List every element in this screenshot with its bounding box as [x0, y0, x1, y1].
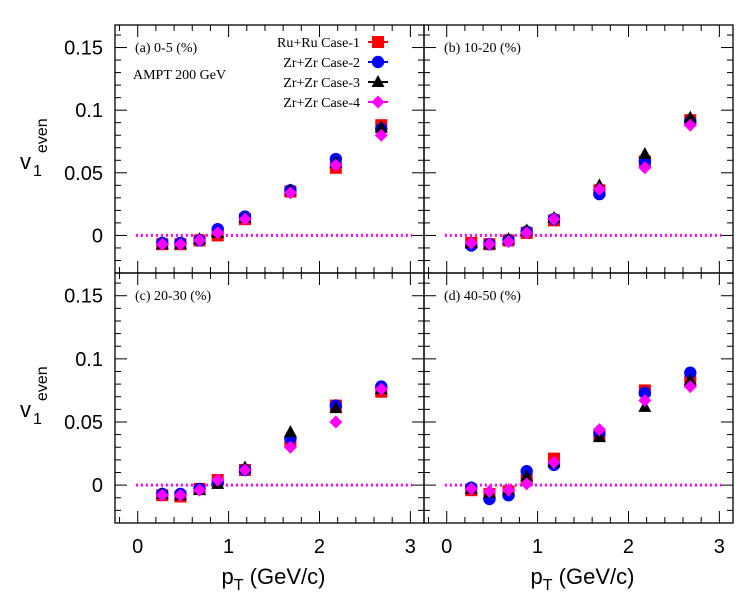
y-tick-label: 0 [92, 475, 103, 497]
data-point-diamond [683, 380, 697, 394]
y-axis-title-sup: even [34, 118, 51, 153]
data-point-diamond [155, 488, 169, 502]
data-point-diamond [211, 226, 225, 240]
y-tick-label: 0 [92, 225, 103, 247]
y-tick-label: 0.1 [75, 100, 103, 122]
data-point-triangle [683, 373, 697, 386]
data-point-diamond [211, 473, 225, 487]
x-axis-title: pT (GeV/c) [222, 564, 326, 594]
legend-label: Zr+Zr Case-4 [283, 96, 360, 111]
y-tick-label: 0.1 [75, 349, 103, 371]
data-point-diamond [173, 237, 187, 251]
data-point-diamond [482, 237, 496, 251]
labels-layer: (a) 0-5 (%) (b) 10-20 (%) (c) 20-30 (%) (d)… [20, 36, 725, 594]
x-tick-label: 2 [623, 536, 634, 558]
x-tick-label: 0 [441, 536, 452, 558]
y-axis-title-sup: even [34, 366, 51, 401]
data-point-diamond [547, 455, 561, 469]
data-point-diamond [520, 477, 534, 491]
data-point-diamond [638, 394, 652, 408]
panel-frame [423, 272, 734, 524]
y-tick-label: 0.15 [64, 286, 103, 308]
panels-layer [114, 24, 734, 524]
markers-layer [155, 36, 697, 506]
legend-label: Zr+Zr Case-2 [283, 56, 360, 71]
data-point-diamond [683, 118, 697, 132]
legend-marker-square [372, 36, 384, 48]
x-tick-label: 1 [532, 536, 543, 558]
data-point-triangle [592, 430, 606, 443]
data-point-diamond [283, 440, 297, 454]
y-axis-title-main: v [20, 397, 31, 422]
data-point-diamond [329, 158, 343, 172]
x-tick-label: 3 [405, 536, 416, 558]
x-tick-label: 0 [132, 536, 143, 558]
x-tick-label: 3 [714, 536, 725, 558]
y-axis-title-sub: 1 [33, 411, 42, 428]
data-point-diamond [155, 237, 169, 251]
x-tick-label: 2 [314, 536, 325, 558]
x-tick-label: 1 [223, 536, 234, 558]
data-point-circle [638, 386, 652, 400]
data-point-triangle [329, 401, 343, 414]
data-point-diamond [173, 488, 187, 502]
data-point-diamond [283, 186, 297, 200]
legend-label: Ru+Ru Case-1 [277, 36, 360, 51]
panel-b [423, 24, 734, 274]
legend-marker-circle [371, 55, 385, 69]
data-point-diamond [193, 483, 207, 497]
legend-marker-diamond [371, 95, 385, 109]
data-point-diamond [482, 484, 496, 498]
data-point-diamond [374, 128, 388, 142]
y-tick-label: 0.05 [64, 412, 103, 434]
y-tick-label: 0.15 [64, 38, 103, 60]
panel-label: (c) 20-30 (%) [135, 289, 212, 304]
legend-marker-triangle [371, 75, 385, 87]
panel-c [114, 272, 425, 524]
data-point-diamond [502, 235, 516, 249]
panel-label: (d) 40-50 (%) [444, 289, 521, 304]
y-axis-title: v 1 even [20, 118, 51, 180]
data-point-diamond [374, 382, 388, 396]
panel-label: (b) 10-20 (%) [444, 41, 521, 56]
data-point-triangle [683, 110, 697, 123]
data-point-diamond [520, 226, 534, 240]
data-point-triangle [374, 120, 388, 133]
y-tick-label: 0.05 [64, 163, 103, 185]
annotation-text: AMPT 200 GeV [133, 68, 226, 83]
data-point-triangle [283, 425, 297, 438]
y-axis-title-sub: 1 [33, 163, 42, 180]
data-point-diamond [592, 182, 606, 196]
data-point-diamond [464, 236, 478, 250]
data-point-diamond [638, 161, 652, 175]
data-point-diamond [464, 482, 478, 496]
data-point-triangle [638, 147, 652, 160]
data-point-diamond [592, 423, 606, 437]
data-point-circle [684, 366, 697, 379]
panel-d [423, 272, 734, 524]
panel-label: (a) 0-5 (%) [135, 41, 198, 56]
y-axis-title: v 1 even [20, 366, 51, 428]
data-point-triangle [520, 469, 534, 482]
data-point-diamond [547, 212, 561, 226]
data-point-diamond [329, 415, 343, 429]
data-point-diamond [238, 212, 252, 226]
data-point-diamond [238, 463, 252, 477]
legend-label: Zr+Zr Case-3 [283, 76, 360, 91]
x-axis-title: pT (GeV/c) [531, 564, 635, 594]
data-point-diamond [502, 483, 516, 497]
data-point-diamond [193, 233, 207, 247]
y-axis-title-main: v [20, 149, 31, 174]
